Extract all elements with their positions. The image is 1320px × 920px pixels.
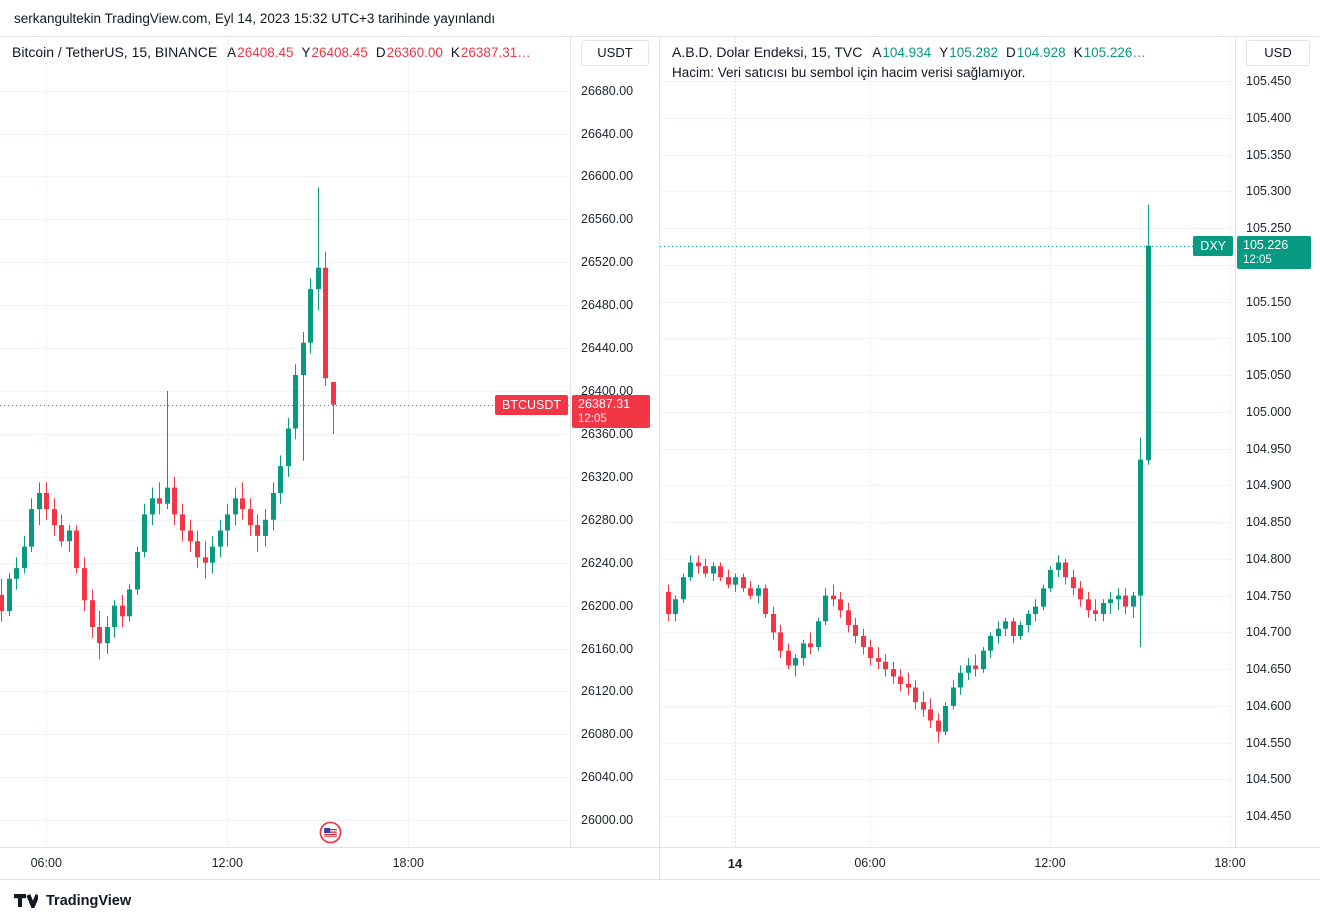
btcusdt-price-plot[interactable]: Bitcoin / TetherUS, 15, BINANCE A26408.4… [0,37,570,847]
bar-countdown: 12:05 [578,413,607,425]
price-tick-label: 26600.00 [581,169,634,183]
last-price-symbol-tag: BTCUSDT [494,395,568,415]
publish-info-text: serkangultekin TradingView.com, Eyl 14, … [14,10,496,26]
price-tick-label: 26440.00 [581,341,634,355]
price-tick-label: 104.800 [1246,552,1292,566]
ohlc-item: Y105.282 [939,45,999,60]
price-tick-label: 105.100 [1246,331,1292,345]
price-tick-label: 104.600 [1246,699,1292,713]
btcusdt-legend: Bitcoin / TetherUS, 15, BINANCE A26408.4… [12,44,531,60]
price-axis-header: USD [1236,37,1320,67]
price-tick-label: 26160.00 [581,642,634,656]
price-tick-label: 104.650 [1246,662,1292,676]
ohlc-item: A104.934 [872,45,932,60]
ohlc-item: K105.226… [1073,45,1146,60]
ohlc-item: D104.928 [1006,45,1066,60]
last-price-axis-label: 105.226 12:05 [1237,236,1311,269]
price-tick-label: 105.400 [1246,111,1292,125]
time-tick-label: 06:00 [854,856,886,870]
price-tick-label: 104.500 [1246,772,1292,786]
price-tick-label: 26680.00 [581,84,634,98]
price-tick-label: 105.150 [1246,295,1292,309]
dxy-price-plot[interactable]: A.B.D. Dolar Endeksi, 15, TVC A104.934 Y1… [660,37,1235,847]
candlestick-series [0,37,570,847]
price-tick-label: 26400.00 [581,384,634,398]
price-tick-label: 26200.00 [581,599,634,613]
price-tick-label: 26320.00 [581,470,634,484]
price-axis-header: USDT [571,37,659,67]
ohlc-values: A104.934 Y105.282 D104.928 K105.226… [872,45,1146,60]
price-tick-label: 26000.00 [581,813,634,827]
time-tick-label: 18:00 [1214,856,1246,870]
currency-unit-button[interactable]: USDT [581,40,649,66]
candlestick-series [660,37,1235,847]
btcusdt-chart-pane: Bitcoin / TetherUS, 15, BINANCE A26408.4… [0,37,660,879]
symbol-title[interactable]: Bitcoin / TetherUS, 15, BINANCE [12,44,218,60]
time-tick-label: 12:00 [1034,856,1066,870]
btcusdt-time-axis[interactable]: 06:00 12:00 18:00 [0,847,659,880]
price-tick-label: 104.900 [1246,478,1292,492]
time-tick-label: 18:00 [392,856,424,870]
time-tick-label: 06:00 [30,856,62,870]
price-tick-label: 26120.00 [581,684,634,698]
price-tick-label: 104.850 [1246,515,1292,529]
price-tick-label: 105.350 [1246,148,1292,162]
price-tick-label: 105.050 [1246,368,1292,382]
dxy-time-axis[interactable]: 14 06:00 12:00 18:00 [660,847,1320,880]
price-tick-label: 105.300 [1246,184,1292,198]
price-tick-label: 104.450 [1246,809,1292,823]
bar-countdown: 12:05 [1243,254,1272,266]
ohlc-item: K26387.31… [450,45,531,60]
last-price-axis-label: 26387.31 12:05 [572,395,650,428]
price-tick-label: 26280.00 [581,513,634,527]
price-tick-label: 26040.00 [581,770,634,784]
currency-unit-button[interactable]: USD [1246,40,1310,66]
tradingview-logo-icon[interactable] [14,893,38,908]
price-tick-label: 104.550 [1246,736,1292,750]
ohlc-item: A26408.45 [227,45,294,60]
price-tick-label: 105.250 [1246,221,1292,235]
us-flag-event-icon[interactable] [319,821,342,844]
time-tick-label: 12:00 [211,856,243,870]
price-tick-label: 26640.00 [581,127,634,141]
symbol-title[interactable]: A.B.D. Dolar Endeksi, 15, TVC [672,44,863,60]
last-price-symbol-tag: DXY [1193,236,1233,256]
price-tick-label: 104.750 [1246,589,1292,603]
tradingview-brand-text[interactable]: TradingView [46,892,132,909]
price-tick-label: 104.700 [1246,625,1292,639]
price-tick-label: 26080.00 [581,727,634,741]
volume-note: Hacim: Veri satıcısı bu sembol için haci… [672,65,1026,80]
publish-header: serkangultekin TradingView.com, Eyl 14, … [0,0,1320,36]
ohlc-values: A26408.45 Y26408.45 D26360.00 K26387.31… [227,45,531,60]
price-tick-label: 26520.00 [581,255,634,269]
footer: TradingView [0,880,1320,920]
ohlc-item: Y26408.45 [301,45,368,60]
dxy-price-axis[interactable]: USD 105.226 12:05 105.450 105.400 105.350 1… [1235,37,1320,847]
time-tick-label: 14 [727,856,743,871]
dxy-legend: A.B.D. Dolar Endeksi, 15, TVC A104.934 Y1… [672,44,1213,80]
price-tick-label: 105.000 [1246,405,1292,419]
price-tick-label: 26480.00 [581,298,634,312]
price-tick-label: 26560.00 [581,212,634,226]
ohlc-item: D26360.00 [375,45,443,60]
price-tick-label: 104.950 [1246,442,1292,456]
price-tick-label: 26240.00 [581,556,634,570]
btcusdt-price-axis[interactable]: USDT 26387.31 12:05 26680.00 26640.00 2660… [570,37,659,847]
price-tick-label: 26360.00 [581,427,634,441]
price-tick-label: 105.450 [1246,74,1292,88]
charts-row: Bitcoin / TetherUS, 15, BINANCE A26408.4… [0,36,1320,880]
last-price-value: 105.226 [1243,238,1289,252]
dxy-chart-pane: A.B.D. Dolar Endeksi, 15, TVC A104.934 Y1… [660,37,1320,879]
last-price-value: 26387.31 [578,397,631,411]
